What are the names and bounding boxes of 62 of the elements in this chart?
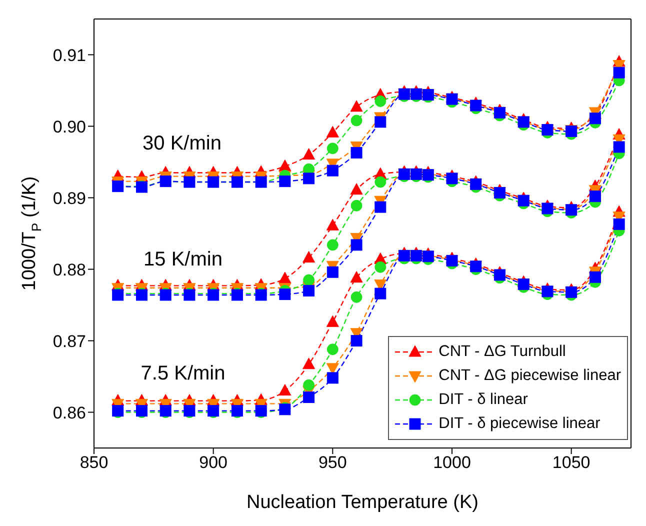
point: [613, 218, 625, 230]
legend-label: DIT - δ piecewise linear: [438, 415, 600, 433]
point: [279, 288, 291, 300]
point: [303, 391, 315, 403]
annotation: 7.5 K/min: [140, 362, 226, 386]
annotation: 15 K/min: [144, 248, 222, 272]
legend-label: DIT - δ linear: [438, 391, 528, 409]
point: [374, 288, 386, 300]
x-tick-label: 1050: [552, 453, 590, 472]
point: [326, 266, 338, 278]
point: [350, 271, 363, 283]
point: [350, 114, 362, 126]
point: [350, 239, 362, 251]
point: [350, 291, 362, 303]
point: [374, 116, 386, 128]
point: [278, 160, 292, 172]
point: [302, 358, 316, 370]
point: [374, 261, 386, 273]
y-tick-label: 0.86: [52, 403, 86, 422]
point: [350, 335, 362, 346]
point: [589, 271, 601, 283]
x-tick-label: 900: [199, 453, 228, 472]
point: [326, 164, 338, 176]
y-tick-label: 0.89: [52, 188, 86, 208]
y-tick-label: 0.91: [52, 46, 86, 65]
x-axis-title: Nucleation Temperature (K): [246, 492, 478, 513]
point: [350, 146, 362, 158]
annotation: 30 K/min: [142, 132, 222, 156]
legend-label: CNT - ΔG Turnbull: [438, 343, 566, 361]
point: [278, 272, 292, 284]
point: [326, 315, 339, 327]
point: [589, 112, 601, 124]
point: [303, 284, 315, 296]
point: [302, 251, 316, 263]
x-tick-label: 1000: [433, 453, 471, 472]
y-tick-label: 0.88: [52, 260, 86, 280]
point: [374, 201, 386, 213]
point: [303, 274, 315, 286]
point: [350, 200, 362, 212]
legend-label: CNT - ΔG piecewise linear: [438, 367, 621, 385]
point: [326, 344, 338, 356]
x-tick-label: 850: [80, 453, 108, 472]
point: [278, 384, 292, 396]
point: [302, 148, 316, 160]
point: [613, 141, 625, 153]
y-tick-label: 0.87: [52, 332, 86, 351]
point: [374, 95, 386, 107]
point: [350, 100, 363, 112]
point: [326, 142, 338, 154]
point: [326, 372, 338, 384]
x-tick-label: 950: [318, 453, 347, 472]
point: [279, 176, 291, 188]
point: [303, 172, 315, 184]
y-tick-label: 0.90: [52, 117, 86, 136]
point: [303, 379, 315, 391]
point: [326, 218, 339, 230]
point: [326, 239, 338, 251]
point: [589, 190, 601, 202]
point: [374, 176, 386, 188]
point: [350, 183, 363, 195]
point: [326, 126, 339, 138]
point: [613, 66, 625, 78]
